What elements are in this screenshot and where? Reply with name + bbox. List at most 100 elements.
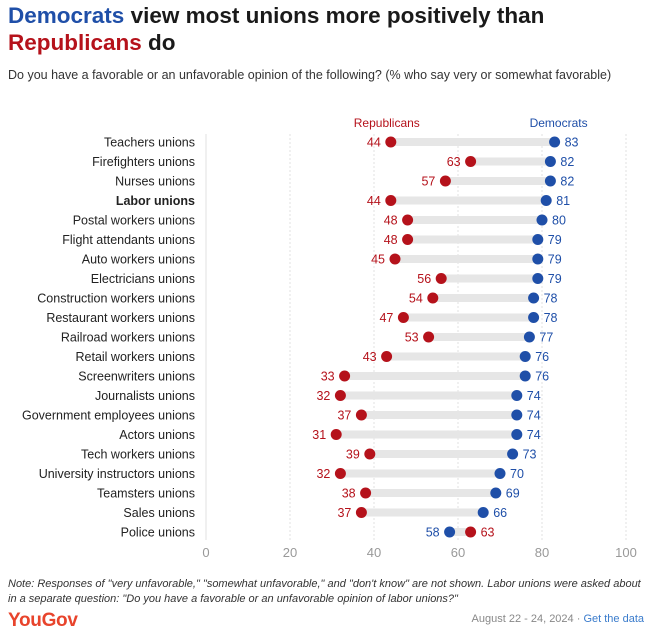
democrats-value: 79	[548, 253, 562, 267]
republicans-value: 44	[367, 194, 381, 208]
democrats-value: 79	[548, 233, 562, 247]
democrats-value: 77	[539, 331, 553, 345]
x-tick-label: 100	[615, 545, 637, 560]
democrats-dot	[444, 526, 456, 538]
republicans-value: 53	[405, 331, 419, 345]
republicans-value: 44	[367, 136, 381, 150]
x-tick-label: 40	[367, 545, 381, 560]
category-label: Sales unions	[123, 506, 195, 520]
democrats-dot	[532, 234, 544, 245]
title-text-end: do	[141, 30, 176, 55]
democrats-value: 70	[510, 467, 524, 481]
democrats-dot	[511, 390, 523, 401]
democrats-value: 78	[544, 292, 558, 306]
republicans-value: 37	[337, 506, 351, 520]
democrats-dot	[528, 312, 540, 323]
category-label: Postal workers unions	[73, 214, 195, 228]
democrats-value: 79	[548, 272, 562, 286]
footer-date: August 22 - 24, 2024 ·	[471, 613, 584, 625]
republicans-value: 38	[342, 487, 356, 501]
democrats-dot	[519, 370, 531, 382]
republicans-value: 39	[346, 448, 360, 462]
x-tick-label: 80	[535, 545, 549, 560]
category-label: Railroad workers unions	[61, 331, 195, 345]
republicans-value: 37	[337, 409, 351, 423]
republicans-dot	[381, 351, 393, 362]
democrats-value: 76	[535, 350, 549, 364]
republicans-value: 63	[481, 526, 495, 540]
republicans-dot	[465, 526, 477, 538]
republicans-dot	[439, 175, 451, 187]
category-label: Tech workers unions	[81, 448, 195, 462]
category-label: University instructors unions	[39, 467, 195, 481]
democrats-dot	[490, 487, 502, 499]
democrats-value: 83	[565, 136, 579, 150]
democrats-dot	[549, 136, 561, 148]
x-tick-label: 0	[202, 545, 209, 560]
dumbbell-chart: 0 20 40 60 80 100 Republicans Democrats Teachers…	[22, 116, 637, 560]
republicans-value: 57	[421, 175, 435, 189]
category-label: Teamsters unions	[97, 487, 195, 501]
republicans-dot	[385, 136, 397, 148]
democrats-value: 78	[544, 311, 558, 325]
republicans-value: 63	[447, 155, 461, 169]
category-label: Electricians unions	[91, 272, 195, 286]
get-the-data-link[interactable]: Get the data	[583, 613, 644, 625]
democrats-value: 74	[527, 428, 541, 442]
democrats-dot	[519, 351, 531, 362]
democrats-dot	[511, 429, 523, 440]
republicans-dot	[465, 156, 477, 167]
chart-title: Democrats view most unions more positive…	[8, 2, 648, 56]
republicans-value: 56	[417, 272, 431, 286]
democrats-dot	[532, 253, 544, 265]
democrats-dot	[507, 448, 519, 460]
category-label: Government employees unions	[22, 409, 195, 423]
republicans-value: 43	[363, 350, 377, 364]
democrats-value: 81	[556, 194, 570, 208]
democrats-value: 69	[506, 487, 520, 501]
republicans-dot	[423, 331, 435, 343]
chart-subtitle: Do you have a favorable or an unfavorabl…	[8, 68, 612, 82]
democrats-dot	[477, 507, 489, 518]
democrats-value: 80	[552, 214, 566, 228]
democrats-dot	[544, 175, 556, 187]
republicans-value: 48	[384, 214, 398, 228]
category-label: Restaurant workers unions	[46, 311, 195, 325]
democrats-value: 74	[527, 389, 541, 403]
category-label: Auto workers unions	[82, 253, 195, 267]
democrats-value: 74	[527, 409, 541, 423]
republicans-dot	[355, 409, 367, 421]
category-label: Screenwriters unions	[78, 370, 195, 384]
republicans-dot	[334, 390, 346, 401]
republicans-dot	[330, 429, 342, 440]
republicans-dot	[385, 195, 397, 206]
republicans-value: 45	[371, 253, 385, 267]
republicans-dot	[402, 214, 414, 226]
category-label: Flight attendants unions	[62, 233, 195, 247]
title-text: view most unions more positively than	[124, 3, 545, 28]
democrats-value: 58	[426, 526, 440, 540]
democrats-dot	[528, 292, 540, 304]
democrats-dot	[544, 156, 556, 167]
republicans-dot	[360, 487, 372, 499]
democrats-value: 82	[560, 175, 574, 189]
title-republicans: Republicans	[8, 30, 142, 55]
democrats-value: 66	[493, 506, 507, 520]
republicans-value: 32	[316, 467, 330, 481]
democrats-value: 73	[523, 448, 537, 462]
republicans-dot	[339, 370, 351, 382]
republicans-dot	[389, 253, 401, 265]
chart-note: Note: Responses of "very unfavorable," "…	[8, 578, 641, 605]
category-label: Actors unions	[119, 428, 195, 442]
republicans-dot	[355, 507, 367, 518]
republicans-dot	[427, 292, 439, 304]
democrats-dot	[523, 331, 535, 343]
republicans-dot	[402, 234, 414, 245]
republicans-value: 31	[312, 428, 326, 442]
category-label: Teachers unions	[104, 136, 195, 150]
category-label: Police unions	[121, 526, 195, 540]
republicans-value: 48	[384, 233, 398, 247]
democrats-dot	[494, 468, 506, 479]
category-label: Journalists unions	[95, 389, 195, 403]
republicans-value: 32	[316, 389, 330, 403]
